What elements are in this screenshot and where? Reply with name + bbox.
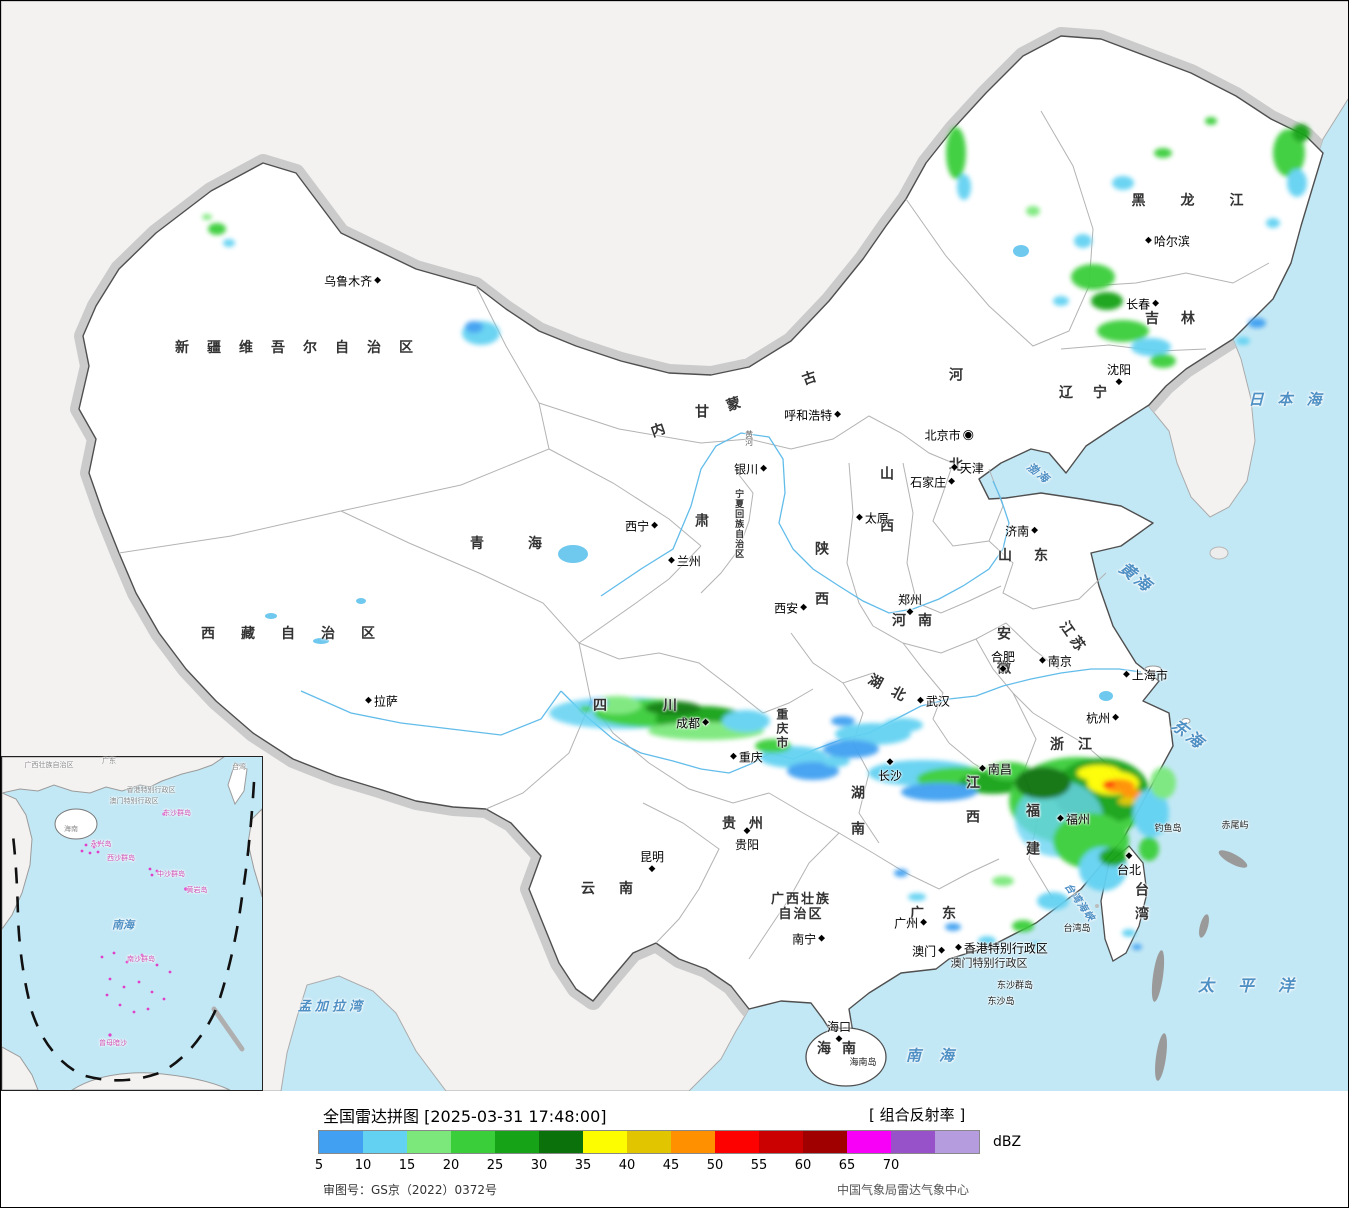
colorbar-segment bbox=[759, 1131, 803, 1153]
colorbar-tick: 60 bbox=[794, 1158, 812, 1173]
map-title: 全国雷达拼图 [2025-03-31 17:48:00] bbox=[323, 1107, 607, 1126]
inset-hainan bbox=[54, 808, 98, 840]
colorbar-tick: 35 bbox=[574, 1158, 592, 1173]
colorbar-tick: 15 bbox=[398, 1158, 416, 1173]
colorbar-tick: 20 bbox=[442, 1158, 460, 1173]
colorbar-segment bbox=[891, 1131, 935, 1153]
inset-canvas bbox=[1, 756, 263, 1091]
nine-dash-line bbox=[10, 781, 256, 1082]
colorbar-tick: 10 bbox=[354, 1158, 372, 1173]
colorbar-tick: 45 bbox=[662, 1158, 680, 1173]
colorbar-tick: 5 bbox=[314, 1158, 324, 1173]
legend-panel: 全国雷达拼图 [2025-03-31 17:48:00] [ 组合反射率 ] d… bbox=[1, 1091, 1348, 1207]
colorbar-segment bbox=[363, 1131, 407, 1153]
colorbar-segment bbox=[451, 1131, 495, 1153]
colorbar-tick: 55 bbox=[750, 1158, 768, 1173]
offshore-islands bbox=[1095, 546, 1248, 1081]
colorbar-segment bbox=[583, 1131, 627, 1153]
colorbar-tick: 25 bbox=[486, 1158, 504, 1173]
radar-echoes bbox=[202, 117, 1310, 950]
lakes bbox=[265, 245, 1113, 701]
colorbar-segment bbox=[671, 1131, 715, 1153]
china-radar-map: 新疆维吾尔自治区 西藏自治区 青海 甘肃 内蒙古 黑龙江 吉林 辽宁 河北 山西 山东 河南 陕西 宁夏回… bbox=[1, 1, 1348, 1091]
colorbar-segment bbox=[847, 1131, 891, 1153]
colorbar-segment bbox=[803, 1131, 847, 1153]
product-label: [ 组合反射率 ] bbox=[869, 1106, 966, 1124]
dbz-unit-label: dBZ bbox=[993, 1134, 1022, 1150]
dbz-colorbar bbox=[318, 1130, 980, 1154]
colorbar-segment bbox=[495, 1131, 539, 1153]
province-borders bbox=[118, 110, 1270, 960]
colorbar-tick: 50 bbox=[706, 1158, 724, 1173]
inset-land bbox=[1, 756, 263, 1091]
colorbar-segment bbox=[935, 1131, 979, 1153]
colorbar-segment bbox=[539, 1131, 583, 1153]
dbz-tick-row: 5 10 15 20 25 30 35 40 45 50 55 60 65 70 bbox=[315, 1158, 1019, 1174]
colorbar-tick: 30 bbox=[530, 1158, 548, 1173]
source-credit: 中国气象局雷达气象中心 bbox=[837, 1183, 970, 1197]
colorbar-tick: 40 bbox=[618, 1158, 636, 1173]
inset-island-dots bbox=[80, 812, 188, 1037]
colorbar-segment bbox=[319, 1131, 363, 1153]
colorbar-tick: 70 bbox=[882, 1158, 900, 1173]
approval-number: 审图号：GS京（2022）0372号 bbox=[323, 1183, 497, 1197]
colorbar-segment bbox=[627, 1131, 671, 1153]
colorbar-tick: 65 bbox=[838, 1158, 856, 1173]
south-china-sea-inset bbox=[1, 756, 263, 1091]
hainan-island bbox=[805, 1027, 887, 1087]
colorbar-segment bbox=[407, 1131, 451, 1153]
colorbar-segment bbox=[715, 1131, 759, 1153]
